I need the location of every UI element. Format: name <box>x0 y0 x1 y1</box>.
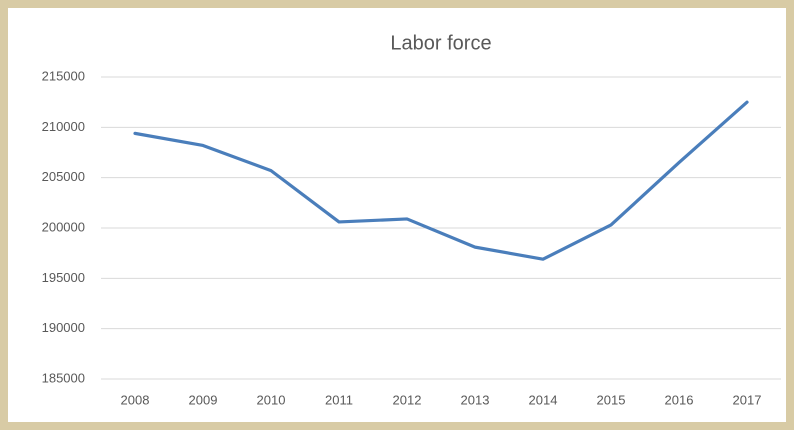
y-tick-label: 215000 <box>42 68 85 83</box>
y-tick-label: 195000 <box>42 270 85 285</box>
x-tick-label: 2010 <box>257 392 286 407</box>
x-tick-label: 2013 <box>461 392 490 407</box>
x-tick-label: 2015 <box>597 392 626 407</box>
chart-title: Labor force <box>390 32 491 54</box>
x-tick-label: 2011 <box>325 392 353 407</box>
x-tick-label: 2008 <box>121 392 150 407</box>
y-tick-label: 185000 <box>42 370 85 385</box>
x-tick-label: 2016 <box>665 392 694 407</box>
x-tick-label: 2009 <box>189 392 218 407</box>
y-tick-label: 200000 <box>42 219 85 234</box>
x-tick-label: 2014 <box>529 392 558 407</box>
y-tick-label: 205000 <box>42 169 85 184</box>
y-tick-label: 190000 <box>42 320 85 335</box>
chart-area <box>8 8 786 422</box>
x-tick-label: 2012 <box>393 392 422 407</box>
data-line <box>133 100 749 261</box>
x-tick-label: 2017 <box>733 392 762 407</box>
y-tick-label: 210000 <box>42 119 85 134</box>
